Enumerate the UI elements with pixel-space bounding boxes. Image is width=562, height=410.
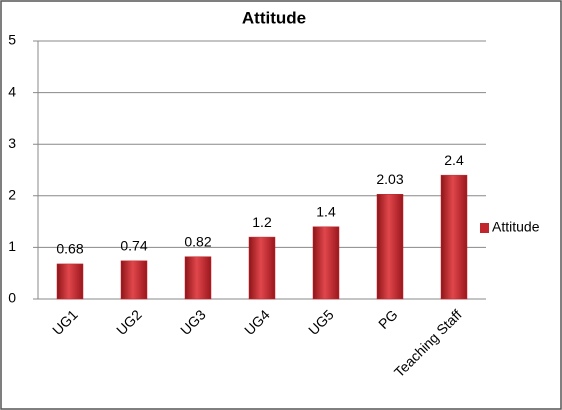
- bar: [440, 174, 468, 300]
- bar: [312, 226, 340, 300]
- y-tick-label: 4: [8, 83, 16, 99]
- bar: [120, 260, 148, 300]
- chart-title: Attitude: [242, 8, 306, 27]
- y-tick-label: 5: [8, 32, 16, 48]
- y-tick-label: 0: [8, 290, 16, 306]
- value-label: 0.68: [56, 241, 83, 257]
- bar: [376, 194, 404, 300]
- legend-swatch: [480, 223, 489, 233]
- y-tick-label: 1: [8, 238, 16, 254]
- value-label: 0.74: [120, 238, 147, 254]
- value-label: 1.4: [316, 203, 336, 219]
- value-label: 2.03: [376, 171, 403, 187]
- bar: [56, 263, 84, 300]
- bar: [248, 236, 276, 300]
- value-label: 2.4: [444, 152, 464, 168]
- y-tick-label: 3: [8, 135, 16, 151]
- y-tick-label: 2: [8, 187, 16, 203]
- legend-label: Attitude: [492, 219, 540, 235]
- value-label: 0.82: [184, 233, 211, 249]
- bar: [184, 256, 212, 300]
- value-label: 1.2: [252, 214, 272, 230]
